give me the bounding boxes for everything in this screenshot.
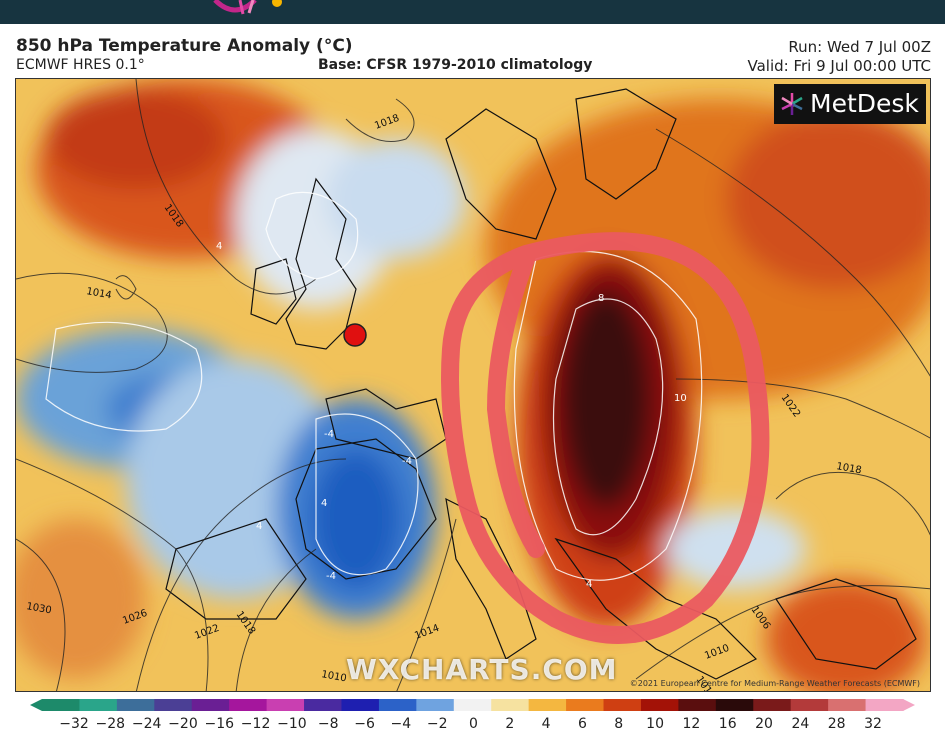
scale-tick-label: 10 bbox=[646, 716, 664, 732]
scale-tick-label: 28 bbox=[827, 716, 846, 732]
metdesk-logo: MetDesk bbox=[774, 84, 926, 124]
anomaly-contour-label: 10 bbox=[674, 393, 687, 404]
scale-swatch bbox=[603, 699, 642, 711]
anomaly-contour-label: 4 bbox=[256, 521, 262, 532]
scale-tick-label: 4 bbox=[541, 716, 551, 732]
brand-logo-icon bbox=[213, 0, 282, 15]
red-circle-annotation bbox=[441, 232, 770, 644]
isobar-label: 1010 bbox=[320, 669, 347, 684]
anomaly-contour-label: 4 bbox=[216, 241, 222, 252]
isobar-label: 1014 bbox=[85, 286, 112, 301]
scale-swatch bbox=[678, 699, 717, 711]
scale-tick-label: −2 bbox=[426, 716, 448, 732]
top-banner bbox=[0, 0, 945, 24]
scale-tick-label: 24 bbox=[791, 716, 810, 732]
scale-min-arrow-icon bbox=[30, 699, 42, 711]
scale-tick-label: 2 bbox=[505, 716, 515, 732]
scale-swatch bbox=[753, 699, 792, 711]
chart-title: 850 hPa Temperature Anomaly (°C) bbox=[16, 36, 353, 56]
model-name: ECMWF HRES 0.1° bbox=[16, 57, 145, 73]
scale-tick-label: −8 bbox=[317, 716, 339, 732]
run-time: Run: Wed 7 Jul 00Z bbox=[788, 38, 931, 56]
isobar-label: 1030 bbox=[25, 601, 52, 616]
anomaly-contours bbox=[45, 191, 703, 581]
scale-tick-label: −10 bbox=[277, 716, 307, 732]
anomaly-contour-label: 4 bbox=[321, 498, 327, 509]
anomaly-field bbox=[16, 79, 930, 691]
anomaly-contour-label: 8 bbox=[598, 293, 604, 304]
scale-swatch bbox=[453, 699, 492, 711]
scale-tick-label: 12 bbox=[682, 716, 701, 732]
scale-swatch bbox=[116, 699, 155, 711]
coastlines bbox=[165, 88, 917, 680]
color-scale-ticks: −32 −28 −24 −20 −16 −12 −10 −8 −6 −4 −2 0 2 4 6 8 10 12 16… bbox=[0, 716, 945, 738]
valid-time: Valid: Fri 9 Jul 00:00 UTC bbox=[747, 57, 931, 75]
copyright-note: ©2021 European Centre for Medium-Range W… bbox=[629, 679, 920, 688]
anomaly-contour-label: 4 bbox=[586, 579, 592, 590]
scale-tick-label: −6 bbox=[354, 716, 375, 732]
scale-tick-label: 6 bbox=[577, 716, 587, 732]
scale-tick-label: −24 bbox=[131, 716, 162, 732]
scale-swatch bbox=[42, 699, 81, 711]
scale-swatch bbox=[341, 699, 380, 711]
scale-tick-label: 8 bbox=[614, 716, 624, 732]
scale-tick-label: −28 bbox=[95, 716, 126, 732]
watermark: WXCHARTS.COM bbox=[346, 653, 618, 686]
isobars bbox=[16, 79, 930, 691]
scale-swatch bbox=[266, 699, 305, 711]
color-scale-bar bbox=[30, 699, 915, 711]
scale-swatch bbox=[566, 699, 605, 711]
scale-swatch bbox=[640, 699, 679, 711]
scale-swatch bbox=[416, 699, 455, 711]
scale-tick-label: 20 bbox=[755, 716, 773, 732]
metdesk-flower-icon bbox=[781, 93, 803, 115]
scale-swatch bbox=[378, 699, 417, 711]
isobar-label: 1018 bbox=[835, 461, 862, 476]
climatology-base: Base: CFSR 1979-2010 climatology bbox=[318, 57, 593, 73]
scale-tick-label: −20 bbox=[168, 716, 198, 732]
scale-max-arrow-icon bbox=[903, 699, 915, 711]
scale-swatch bbox=[865, 699, 904, 711]
scale-swatch bbox=[229, 699, 268, 711]
anomaly-contour-label: -4 bbox=[402, 456, 412, 467]
scale-tick-label: −4 bbox=[390, 716, 412, 732]
scale-swatch bbox=[528, 699, 567, 711]
scale-swatch bbox=[790, 699, 829, 711]
scale-tick-label: −16 bbox=[204, 716, 235, 732]
anomaly-contour-label: -4 bbox=[324, 429, 334, 440]
scale-swatch bbox=[491, 699, 530, 711]
scale-tick-label: 0 bbox=[469, 716, 478, 732]
anomaly-contour-label: -4 bbox=[326, 571, 336, 582]
scale-swatch bbox=[304, 699, 343, 711]
scale-tick-label: 16 bbox=[718, 716, 737, 732]
scale-swatch bbox=[828, 699, 867, 711]
scale-swatch bbox=[715, 699, 754, 711]
scale-tick-label: 32 bbox=[864, 716, 882, 732]
scale-swatch bbox=[79, 699, 118, 711]
anomaly-map: 1018 1018 1014 1022 1026 1030 1018 1014 1010 1010… bbox=[15, 78, 931, 692]
scale-swatch bbox=[154, 699, 193, 711]
location-marker-icon bbox=[343, 323, 367, 347]
scale-tick-label: −12 bbox=[240, 716, 271, 732]
scale-tick-label: −32 bbox=[59, 716, 89, 732]
scale-swatch bbox=[191, 699, 230, 711]
metdesk-label: MetDesk bbox=[810, 89, 919, 118]
